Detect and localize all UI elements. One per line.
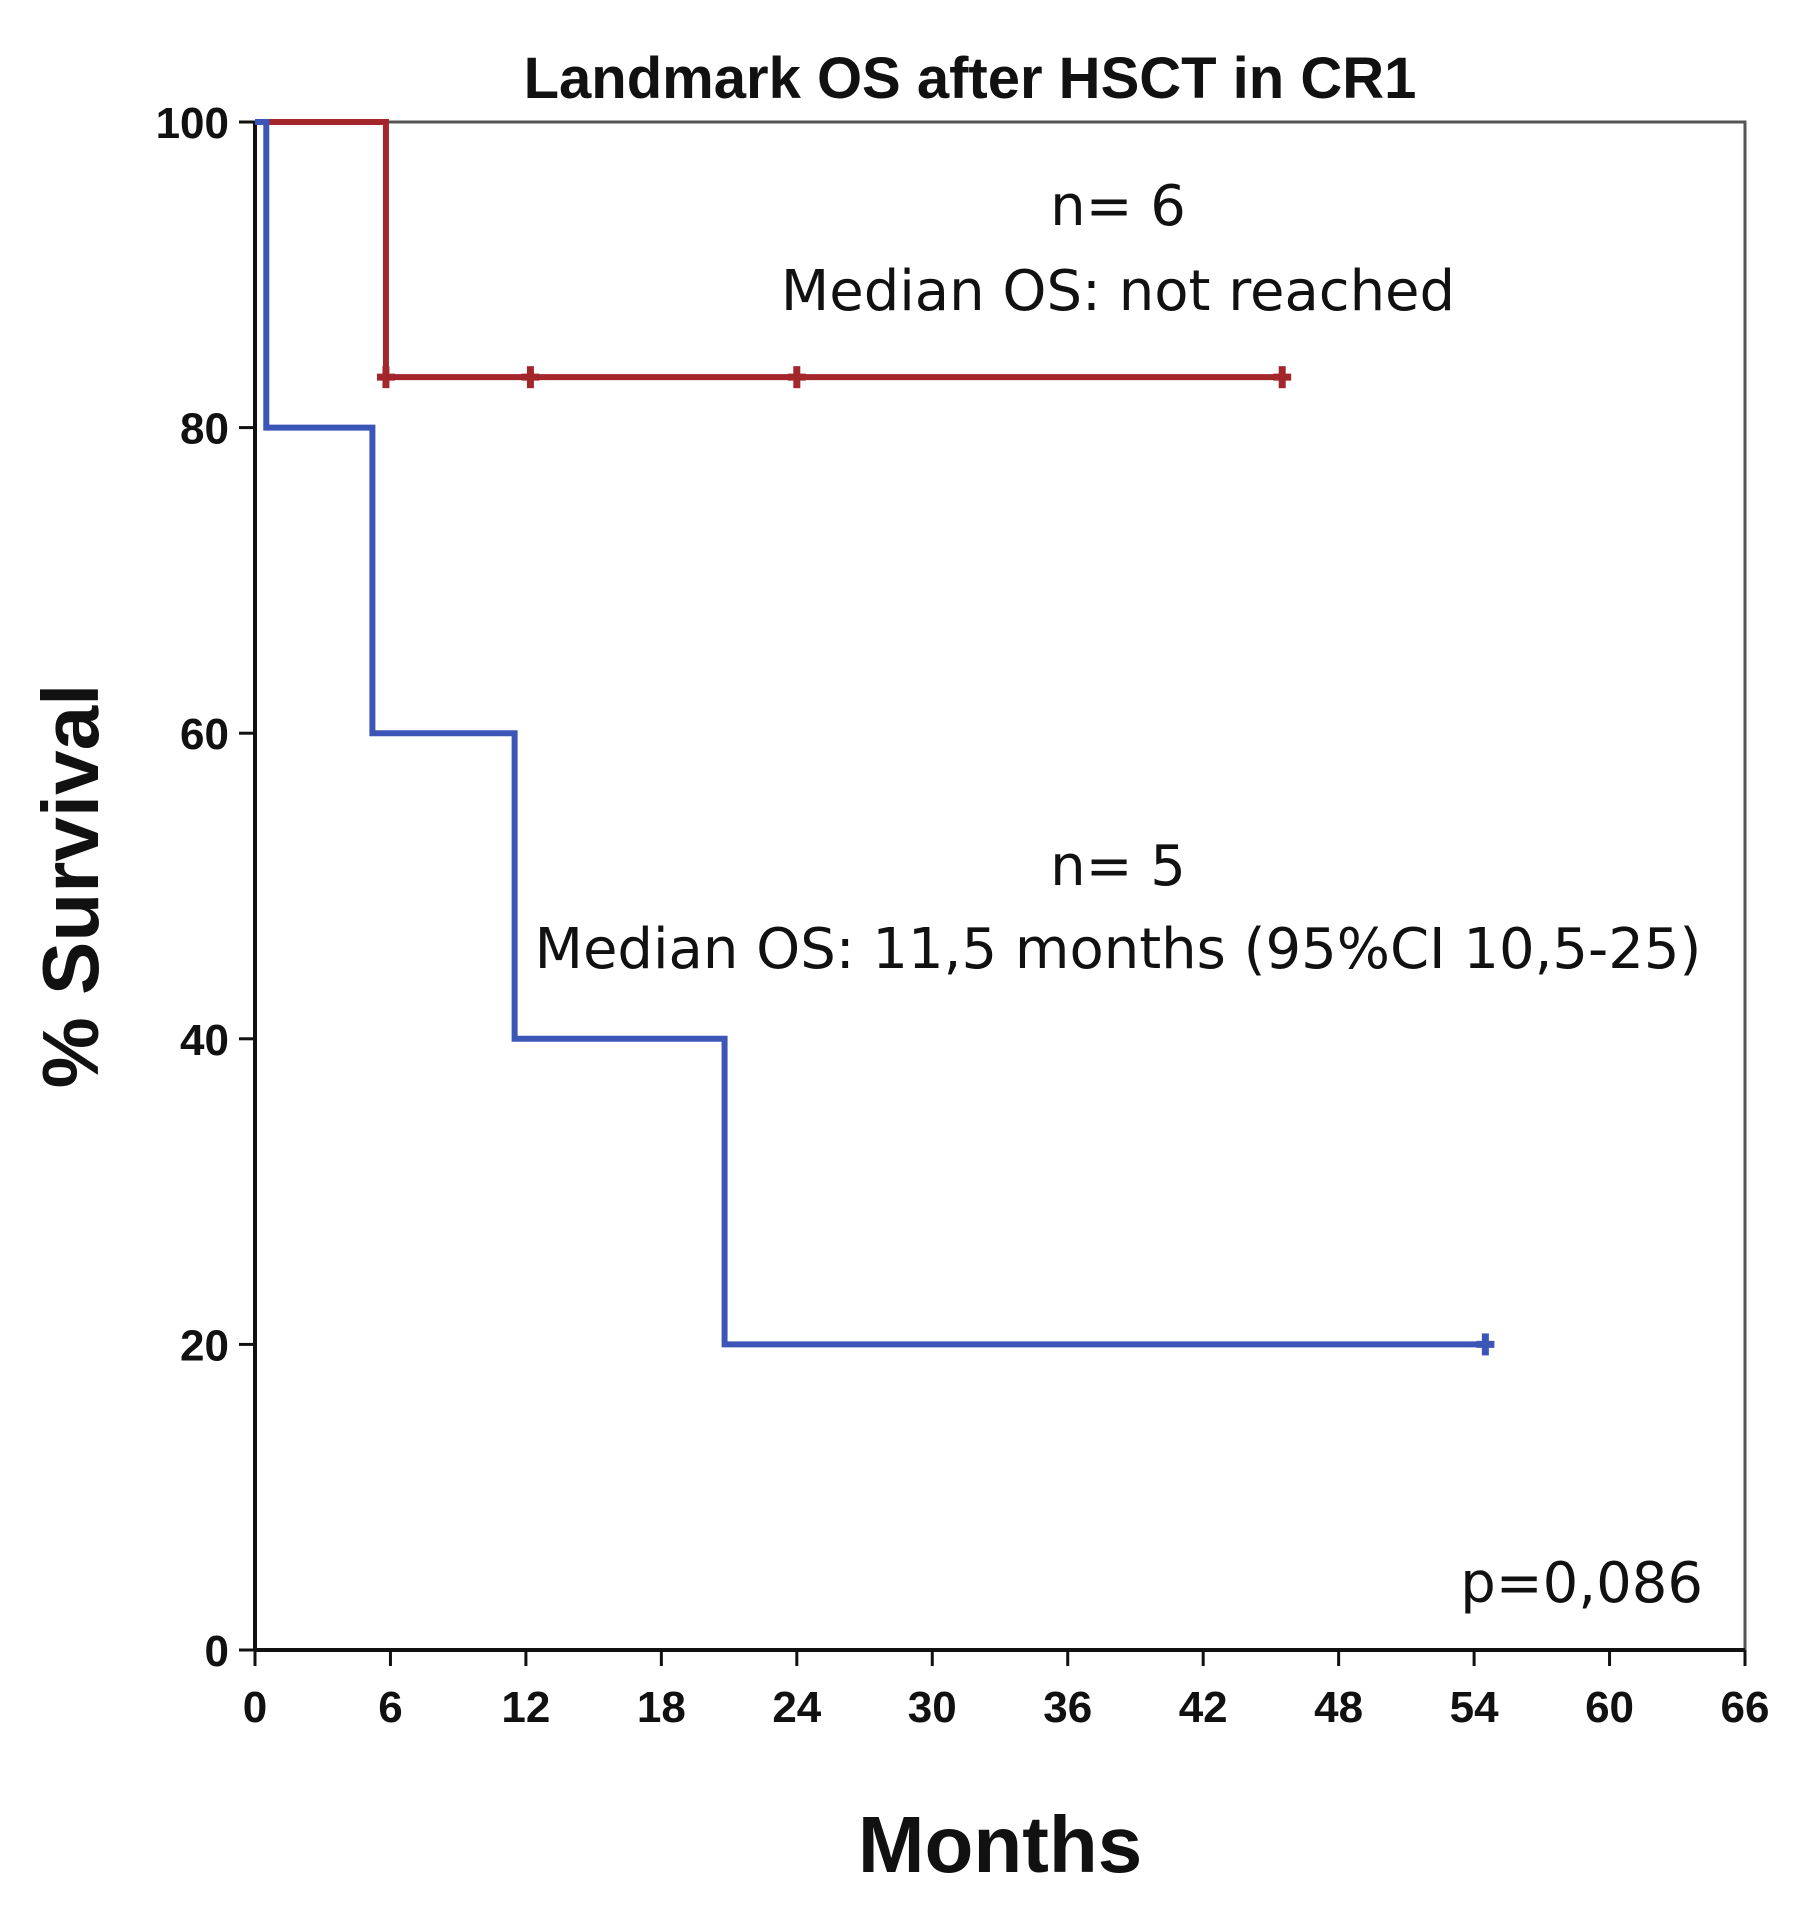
annotation-top-median: Median OS: not reached (781, 259, 1455, 324)
censor-mark (1273, 366, 1292, 389)
censor-mark (376, 366, 395, 389)
x-tick-label: 12 (501, 1683, 550, 1732)
annotation-top-n: n= 6 (1050, 174, 1186, 239)
chart-title: Landmark OS after HSCT in CR1 (524, 46, 1417, 111)
censor-mark (1476, 1333, 1495, 1356)
x-axis-label: Months (858, 1800, 1142, 1889)
annotation-bottom-n: n= 5 (1050, 834, 1186, 899)
x-tick-label: 0 (243, 1683, 267, 1732)
x-tick-label: 30 (908, 1683, 957, 1732)
x-tick-label: 24 (772, 1683, 821, 1732)
x-tick-label: 6 (378, 1683, 402, 1732)
x-tick-label: 18 (637, 1683, 686, 1732)
y-tick-label: 20 (180, 1321, 229, 1370)
y-axis-label: % Survival (26, 684, 115, 1089)
y-tick-label: 60 (180, 710, 229, 759)
ticks-layer: 0 6 12 18 24 30 36 42 48 54 60 66 0 20 40 60 80 100 (156, 99, 1770, 1732)
x-tick-label: 60 (1585, 1683, 1634, 1732)
censor-mark (521, 366, 540, 389)
x-tick-label: 48 (1314, 1683, 1363, 1732)
series-line-2 (255, 119, 1486, 1348)
annotation-bottom-median: Median OS: 11,5 months (95%CI 10,5-25) (535, 917, 1702, 982)
plot-frame (253, 120, 1747, 1652)
series-line-1 (255, 119, 1283, 381)
y-tick-label: 80 (180, 405, 229, 454)
x-tick-label: 54 (1450, 1683, 1499, 1732)
y-tick-label: 0 (205, 1627, 229, 1676)
censor-mark (787, 366, 806, 389)
y-tick-label: 40 (180, 1016, 229, 1065)
y-tick-label: 100 (156, 99, 229, 148)
x-tick-label: 36 (1043, 1683, 1092, 1732)
p-value-label: p=0,086 (1460, 1551, 1703, 1616)
series-layer (255, 119, 1495, 1356)
x-tick-label: 42 (1179, 1683, 1228, 1732)
x-tick-label: 66 (1721, 1683, 1770, 1732)
